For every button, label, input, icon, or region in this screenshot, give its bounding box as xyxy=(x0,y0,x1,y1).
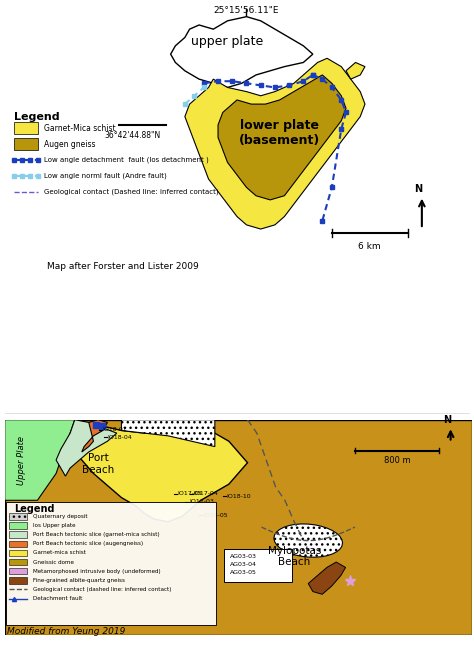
Text: Detachment fault: Detachment fault xyxy=(33,596,82,601)
Bar xyxy=(9,577,27,584)
Polygon shape xyxy=(346,63,365,79)
Polygon shape xyxy=(65,420,247,522)
Text: Mylopotas
Beach: Mylopotas Beach xyxy=(267,546,321,568)
Bar xyxy=(9,568,27,574)
Text: IO18-04: IO18-04 xyxy=(108,435,132,440)
Text: IO17-05: IO17-05 xyxy=(177,491,202,496)
Bar xyxy=(9,550,27,556)
Text: IO17-04: IO17-04 xyxy=(194,491,219,496)
Polygon shape xyxy=(121,420,215,447)
Text: Quaternary deposit: Quaternary deposit xyxy=(33,514,87,519)
Text: Port Beach tectonic slice (garnet-mica schist): Port Beach tectonic slice (garnet-mica s… xyxy=(33,532,159,537)
Polygon shape xyxy=(218,75,346,200)
Text: Modified from Yeung 2019: Modified from Yeung 2019 xyxy=(7,627,126,635)
Bar xyxy=(14,138,38,150)
Text: 25°15'56.11"E: 25°15'56.11"E xyxy=(214,6,279,15)
Bar xyxy=(9,513,27,520)
Text: Geological contact (dashed line: inferred contact): Geological contact (dashed line: inferre… xyxy=(33,587,171,592)
Text: 36°42'44.88"N: 36°42'44.88"N xyxy=(104,131,161,140)
FancyBboxPatch shape xyxy=(224,549,292,582)
Text: Garnet-mica schist: Garnet-mica schist xyxy=(33,551,86,555)
Text: Garnet-Mica schist: Garnet-Mica schist xyxy=(44,124,115,133)
Bar xyxy=(9,531,27,538)
Ellipse shape xyxy=(274,524,343,557)
Text: Low angle norml fault (Andre fault): Low angle norml fault (Andre fault) xyxy=(44,173,166,179)
Text: AG03-04: AG03-04 xyxy=(230,563,257,567)
Bar xyxy=(14,122,38,134)
Text: Ios Upper plate: Ios Upper plate xyxy=(33,523,75,528)
Text: Metamorphosed intrusive body (undeformed): Metamorphosed intrusive body (undeformed… xyxy=(33,568,160,574)
Text: Augen gneiss: Augen gneiss xyxy=(44,139,95,149)
Text: 800 m: 800 m xyxy=(383,456,410,465)
Text: AG03-05: AG03-05 xyxy=(230,570,257,575)
Text: Map after Forster and Lister 2009: Map after Forster and Lister 2009 xyxy=(47,262,199,272)
Polygon shape xyxy=(308,562,346,594)
Polygon shape xyxy=(82,420,108,452)
Text: 6 km: 6 km xyxy=(358,241,381,251)
Text: Port
Beach: Port Beach xyxy=(82,453,114,475)
Bar xyxy=(9,541,27,547)
Text: IO18-10: IO18-10 xyxy=(227,494,251,499)
Text: Geological contact (Dashed line: inferred contact): Geological contact (Dashed line: inferre… xyxy=(44,188,218,195)
Text: Upper Plate: Upper Plate xyxy=(17,436,26,485)
Text: IO18-01: IO18-01 xyxy=(103,428,128,432)
Text: Gneissic dome: Gneissic dome xyxy=(33,560,73,564)
Text: IO18-05: IO18-05 xyxy=(203,512,228,518)
Text: Port Beach tectonic slice (augengneiss): Port Beach tectonic slice (augengneiss) xyxy=(33,541,143,546)
Text: N: N xyxy=(443,414,451,424)
Bar xyxy=(9,522,27,529)
Polygon shape xyxy=(5,420,75,500)
Text: Low angle detachment  fault (Ios detachment ): Low angle detachment fault (Ios detachme… xyxy=(44,157,209,163)
Text: lower plate
(basement): lower plate (basement) xyxy=(239,119,320,147)
Text: Legend: Legend xyxy=(14,504,55,514)
Text: AG03-03: AG03-03 xyxy=(230,554,257,559)
Bar xyxy=(6,502,216,625)
Bar xyxy=(9,559,27,565)
Text: IO17-03: IO17-03 xyxy=(189,499,214,504)
Polygon shape xyxy=(185,58,365,229)
Text: Fine-grained albite-quartz gneiss: Fine-grained albite-quartz gneiss xyxy=(33,578,125,583)
Polygon shape xyxy=(56,420,117,476)
Polygon shape xyxy=(171,17,313,87)
Text: upper plate: upper plate xyxy=(191,35,264,48)
Text: Legend: Legend xyxy=(14,112,60,122)
Text: N: N xyxy=(414,184,422,194)
